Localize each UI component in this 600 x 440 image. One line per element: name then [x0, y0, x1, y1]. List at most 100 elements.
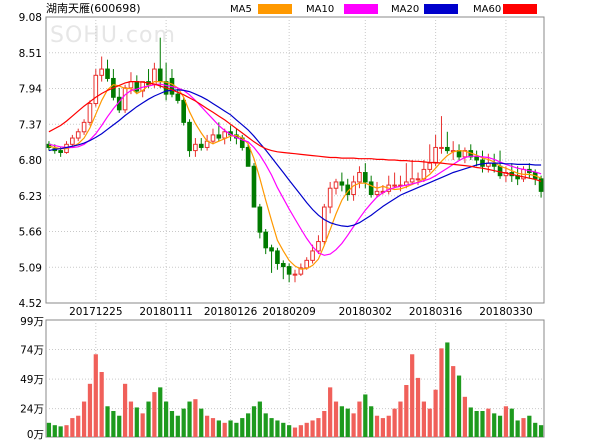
volume-bar	[474, 411, 479, 437]
volume-bar	[357, 401, 362, 437]
date-tick-label: 20171225	[69, 306, 122, 318]
volume-bar	[445, 342, 450, 437]
volume-bar	[240, 418, 245, 437]
volume-bar	[152, 392, 157, 437]
candle-body	[193, 143, 198, 152]
volume-bar	[292, 427, 298, 437]
candle-body	[128, 81, 134, 89]
watermark: SOHU.com	[50, 23, 176, 48]
candle-body	[216, 134, 222, 139]
candle-body	[409, 178, 415, 183]
volume-bar	[251, 406, 257, 437]
price-axis: 9.08 8.51 7.94 7.37 6.80 6.23 5.66 5.09 4.52	[19, 12, 43, 310]
volume-bar	[81, 401, 87, 437]
volume-bar	[439, 348, 444, 437]
candle-body	[310, 250, 315, 261]
volume-bar	[421, 401, 427, 437]
volume-bar	[122, 383, 128, 437]
candle-body	[157, 68, 163, 83]
volume-bar	[386, 415, 391, 437]
volume-tick-label: 99万	[20, 316, 44, 328]
volume-bar	[316, 418, 321, 437]
volume-bar	[93, 354, 98, 437]
volume-bar	[199, 408, 204, 437]
chart-title: 湖南天雁(600698)	[46, 2, 141, 15]
volume-tick-label: 0万	[27, 429, 44, 440]
moving-average-lines	[48, 80, 542, 270]
candle-body	[333, 181, 339, 189]
legend-swatch-ma5	[258, 4, 292, 14]
volume-bar	[486, 408, 491, 437]
volume-bar	[146, 401, 151, 437]
volume-bar	[398, 401, 403, 437]
candle-body	[439, 146, 444, 149]
volume-tick-label: 49万	[20, 374, 44, 386]
volume-bar	[527, 415, 532, 437]
candle-body	[304, 259, 310, 269]
candle-body	[368, 181, 374, 195]
volume-bar	[415, 377, 421, 437]
price-tick-label: 6.80	[19, 155, 42, 167]
volume-bar	[111, 411, 116, 437]
volume-bar	[70, 418, 75, 437]
candle-body	[392, 184, 397, 187]
legend: MA5 MA10 MA20 MA60	[230, 4, 537, 15]
candle-body	[357, 172, 362, 183]
volume-bar	[46, 422, 52, 437]
candle-body	[251, 165, 257, 208]
price-tick-label: 7.37	[19, 119, 42, 131]
volume-bar	[310, 420, 315, 437]
volume-bar	[228, 420, 233, 437]
price-tick-label: 5.09	[19, 262, 42, 274]
candle-body	[327, 187, 333, 208]
volume-bar	[234, 422, 239, 437]
candle-body	[210, 134, 216, 142]
volume-bar	[181, 408, 186, 437]
volume-bar	[521, 418, 526, 437]
volume-bar	[433, 389, 438, 437]
price-tick-label: 6.23	[19, 191, 42, 203]
candle-body	[415, 178, 421, 181]
volume-bar	[304, 422, 309, 437]
volume-bar	[140, 413, 145, 437]
volume-bar	[369, 406, 374, 437]
legend-swatch-ma10	[344, 4, 378, 14]
legend-label-ma20: MA20	[391, 4, 419, 15]
volume-bar	[187, 401, 192, 437]
candle-body	[292, 273, 298, 276]
candle-body	[181, 99, 186, 123]
volume-bar	[497, 415, 503, 437]
volume-bar	[492, 413, 497, 437]
candle-body	[263, 231, 269, 249]
candle-body	[280, 262, 286, 268]
volume-bar	[281, 422, 286, 437]
candle-body	[362, 172, 368, 183]
candle-body	[93, 74, 99, 105]
price-tick-label: 4.52	[19, 298, 42, 310]
candle-body	[445, 146, 450, 152]
volume-bar	[328, 387, 333, 437]
volume-bar	[339, 406, 344, 437]
legend-swatch-ma20	[424, 4, 458, 14]
candles	[46, 37, 544, 283]
volume-bar	[216, 420, 221, 437]
volume-bar	[76, 415, 81, 437]
volume-bar	[193, 399, 198, 437]
volume-bar	[451, 366, 456, 437]
volume-bar	[64, 425, 69, 437]
ma-line-ma60	[48, 80, 542, 182]
volume-bar	[128, 401, 134, 437]
volume-bar	[287, 425, 292, 437]
volume-bar	[158, 387, 163, 437]
volume-bar	[345, 408, 350, 437]
price-tick-label: 7.94	[19, 84, 43, 96]
legend-label-ma5: MA5	[230, 4, 252, 15]
date-tick-label: 20180302	[339, 306, 392, 318]
volume-bar	[263, 413, 268, 437]
volume-bar	[480, 411, 485, 437]
candle-body	[175, 93, 181, 101]
volume-bar	[410, 354, 415, 437]
volume-bar	[456, 375, 462, 437]
volume-bar	[205, 415, 210, 437]
